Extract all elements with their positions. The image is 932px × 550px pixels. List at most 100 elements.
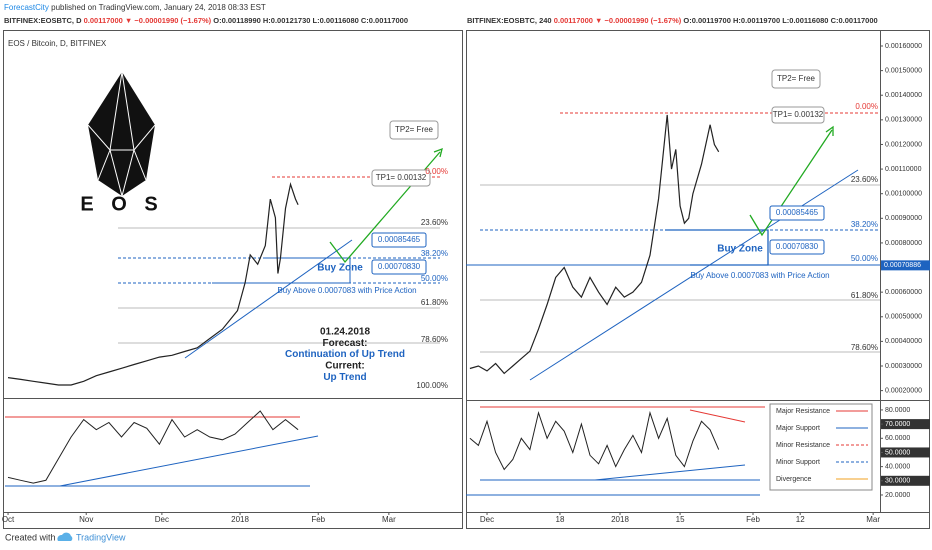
right-drawings (466, 69, 880, 496)
osc-tick-label: 20.0000 (885, 492, 910, 499)
buy-zone: Buy Zone (317, 263, 363, 274)
fib-label: 100.00% (416, 381, 448, 390)
fib-label: 50.00% (421, 274, 448, 283)
x-tick-label: Mar (866, 515, 880, 524)
y-tick-label: 0.00050000 (885, 314, 922, 321)
y-tick-label: 0.00120000 (885, 141, 922, 148)
upper-level: 0.00085465 (776, 208, 819, 217)
x-tick-label: 15 (676, 515, 685, 524)
tp2: TP2= Free (395, 125, 434, 134)
fib-label: 38.20% (851, 220, 878, 229)
osc-tick-label: 50.0000 (885, 449, 910, 456)
y-tick-label: 0.00090000 (885, 215, 922, 222)
left-panel (3, 30, 463, 529)
y-tick-label: 0.00150000 (885, 67, 922, 74)
x-tick-label: Feb (746, 515, 760, 524)
brand-icon (57, 532, 73, 541)
quote-part: 0.00117000 (84, 16, 123, 25)
upper-level: 0.00085465 (378, 235, 421, 244)
forecast-text: Current: (325, 361, 364, 372)
fib-label: 61.80% (851, 291, 878, 300)
y-tick-label: 0.00040000 (885, 338, 922, 345)
price-marker (881, 260, 930, 271)
publisher[interactable]: ForecastCity (4, 3, 49, 12)
quote-part: O:0.00118990 H:0.00121730 L:0.00116080 C… (213, 16, 408, 25)
oscillator-line (469, 410, 720, 471)
y-tick-label: 0.00100000 (885, 191, 922, 198)
osc-tick-label: 40.0000 (885, 463, 910, 470)
y-tick-label: 0.00160000 (885, 43, 922, 50)
forecast-text: Up Trend (323, 372, 366, 383)
quote-part: ▼ −0.00001990 (−1.67%) (125, 16, 212, 25)
x-tick-label: 2018 (231, 515, 249, 524)
osc-tick-label: 60.0000 (885, 435, 910, 442)
eos-logo (87, 71, 156, 198)
forecast-text: Continuation of Up Trend (285, 349, 405, 360)
y-tick-label: 0.00080000 (885, 240, 922, 247)
buy-note: Buy Above 0.0007083 with Price Action (277, 286, 416, 295)
y-tick-label: 0.00060000 (885, 289, 922, 296)
osc-tick-label: 30.0000 (885, 478, 910, 485)
fib-label: 38.20% (421, 249, 448, 258)
fib-label: 78.60% (421, 335, 448, 344)
buy-note: Buy Above 0.0007083 with Price Action (690, 271, 829, 280)
legend-label: Divergence (776, 476, 812, 483)
fib-label: 78.60% (851, 343, 878, 352)
tp2: TP2= Free (777, 74, 816, 83)
brand[interactable]: TradingView (76, 532, 126, 542)
x-tick-label: 2018 (611, 515, 629, 524)
created-with: Created with (5, 532, 56, 542)
forecast-text: Forecast: (322, 338, 367, 349)
quote-part: BITFINEX:EOSBTC, D (4, 16, 82, 25)
y-tick-label: 0.00130000 (885, 117, 922, 124)
fib-label: 23.60% (421, 218, 448, 227)
x-tick-label: Nov (79, 515, 93, 524)
legend-label: Major Resistance (776, 408, 830, 415)
quote: BITFINEX:EOSBTC, 240 0.00117000 ▼ −0.000… (467, 16, 878, 25)
legend-label: Minor Resistance (776, 442, 830, 449)
legend-label: Minor Support (776, 459, 820, 466)
buy-zone: Buy Zone (717, 244, 763, 255)
quote-part: BITFINEX:EOSBTC, 240 (467, 16, 552, 25)
fib-label: 0.00% (855, 102, 878, 111)
x-tick-label: 12 (796, 515, 805, 524)
tp1: TP1= 0.00132 (376, 173, 427, 182)
price-marker-label: 0.00070886 (884, 262, 921, 269)
header: ForecastCity published on TradingView.co… (4, 3, 266, 12)
quote-part: ▼ −0.00001990 (−1.67%) (595, 16, 682, 25)
y-tick-label: 0.00140000 (885, 92, 922, 99)
osc-tick-bg (881, 475, 930, 486)
osc-tick-label: 80.0000 (885, 407, 910, 414)
x-tick-label: Mar (382, 515, 396, 524)
osc-tick-bg (881, 419, 930, 430)
x-tick-label: 18 (556, 515, 565, 524)
price-line (7, 182, 299, 386)
x-tick-label: Dec (480, 515, 494, 524)
forecast-text: 01.24.2018 (320, 327, 370, 338)
published: published on TradingView.com, January 24… (51, 3, 266, 12)
fib-label: 61.80% (421, 298, 448, 307)
logo-text: E O S (80, 193, 163, 215)
y-tick-label: 0.00110000 (885, 166, 922, 173)
x-tick-label: Dec (155, 515, 169, 524)
osc-tick-bg (881, 447, 930, 458)
left-drawings (5, 120, 443, 487)
price-line (469, 114, 720, 375)
oscillator-line (7, 410, 299, 484)
fib-label: 0.00% (425, 167, 448, 176)
fib-label: 50.00% (851, 254, 878, 263)
lower-level: 0.00070830 (378, 262, 421, 271)
quote-part: 0.00117000 (554, 16, 593, 25)
chart-title: EOS / Bitcoin, D, BITFINEX (8, 39, 107, 48)
tp1: TP1= 0.00132 (773, 110, 824, 119)
quote-part: O:0.00119700 H:0.00119700 L:0.00116080 C… (683, 16, 877, 25)
legend-label: Major Support (776, 425, 820, 432)
y-tick-label: 0.00020000 (885, 387, 922, 394)
right-panel (466, 30, 930, 529)
lower-level: 0.00070830 (776, 242, 819, 251)
x-tick-label: Feb (311, 515, 325, 524)
y-tick-label: 0.00030000 (885, 363, 922, 370)
quote: BITFINEX:EOSBTC, D 0.00117000 ▼ −0.00001… (4, 16, 408, 25)
fib-label: 23.60% (851, 175, 878, 184)
